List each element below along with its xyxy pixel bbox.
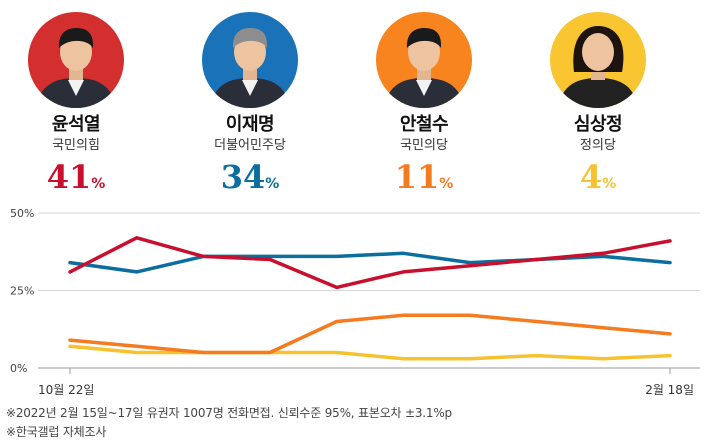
portrait-silhouette xyxy=(558,26,638,108)
series-line xyxy=(68,236,672,290)
portrait-silhouette xyxy=(210,28,290,108)
y-axis: 0% 25% 50% xyxy=(10,207,34,375)
candidate-name: 심상정 xyxy=(573,114,623,135)
percent-value: 11 xyxy=(394,158,440,196)
candidate-card: 안철수 국민의당 11% xyxy=(369,12,479,202)
percent-unit: % xyxy=(91,176,106,192)
candidate-card: 윤석열 국민의힘 41% xyxy=(21,12,131,202)
series-line xyxy=(68,344,672,361)
candidate-portrait-icon xyxy=(550,12,646,108)
candidate-percent: 34% xyxy=(195,159,305,202)
percent-unit: % xyxy=(439,176,454,192)
chart-grid xyxy=(38,212,700,369)
candidate-percent: 4% xyxy=(543,159,653,202)
portrait-silhouette xyxy=(384,28,464,108)
candidate-party: 국민의힘 xyxy=(52,138,100,153)
candidate-party: 정의당 xyxy=(580,138,616,153)
candidate-name: 윤석열 xyxy=(51,114,101,135)
source-note: ※한국갤럽 자체조사 xyxy=(6,425,107,439)
candidate-party: 더불어민주당 xyxy=(214,138,286,153)
portrait-silhouette xyxy=(36,28,116,108)
percent-unit: % xyxy=(602,176,617,192)
percent-value: 41 xyxy=(46,158,92,196)
candidate-party: 국민의당 xyxy=(400,138,448,153)
percent-unit: % xyxy=(265,176,280,192)
y-tick-label: 0% xyxy=(10,362,27,375)
candidate-percent: 41% xyxy=(21,159,131,202)
candidate-name: 이재명 xyxy=(225,114,275,135)
candidate-portrait-icon xyxy=(28,12,124,108)
candidate-portrait-icon xyxy=(202,12,298,108)
y-tick-label: 50% xyxy=(10,207,34,220)
series-line xyxy=(68,313,672,355)
candidate-portrait-icon xyxy=(376,12,472,108)
candidate-name: 안철수 xyxy=(399,114,449,135)
y-tick-label: 25% xyxy=(10,285,34,298)
survey-note: ※2022년 2월 15일~17일 유권자 1007명 전화면접. 신뢰수준 9… xyxy=(6,406,452,420)
poll-line-chart: 0% 25% 50% 10월 22일 2월 18일 xyxy=(10,207,700,397)
candidate-card: 이재명 더불어민주당 34% xyxy=(195,12,305,202)
x-tick-label: 10월 22일 xyxy=(38,383,94,397)
x-tick-label: 2월 18일 xyxy=(645,383,694,397)
percent-value: 4 xyxy=(579,158,603,196)
x-axis: 10월 22일 2월 18일 xyxy=(38,368,694,397)
percent-value: 34 xyxy=(220,158,266,196)
candidate-card: 심상정 정의당 4% xyxy=(543,12,653,202)
chart-series xyxy=(68,236,672,361)
candidate-percent: 11% xyxy=(369,159,479,202)
